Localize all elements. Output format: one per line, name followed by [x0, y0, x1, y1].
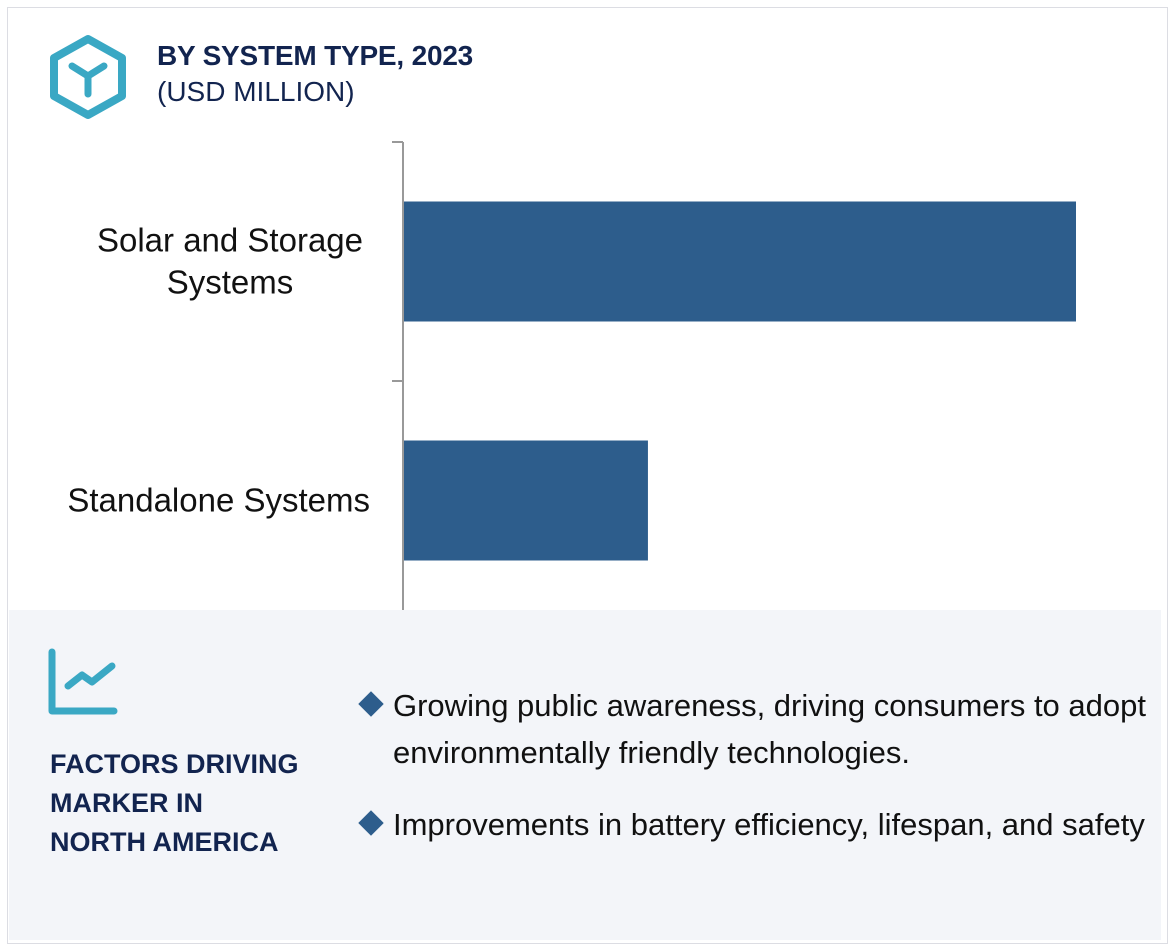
- factor-text: Growing public awareness, driving consum…: [393, 688, 1146, 770]
- factors-heading: FACTORS DRIVING MARKER IN NORTH AMERICA: [50, 745, 330, 862]
- bar-chart: Solar and Storage Systems Standalone Syste…: [67, 141, 1076, 621]
- bar: [404, 440, 648, 561]
- category-label-line: Standalone Systems: [67, 482, 370, 519]
- chart-title: BY SYSTEM TYPE, 2023: [157, 40, 474, 71]
- diamond-bullet-icon: [358, 810, 384, 836]
- chart-subtitle: (USD MILLION): [157, 76, 355, 107]
- category-label-line: Systems: [167, 264, 294, 301]
- factors-heading-line: FACTORS DRIVING: [50, 749, 299, 779]
- cube-icon: [50, 35, 126, 119]
- bar: [404, 201, 1076, 322]
- factors-panel: [9, 610, 1161, 940]
- trend-chart-icon: [48, 648, 118, 715]
- category-label: Standalone Systems: [67, 482, 370, 519]
- diamond-bullet-icon: [358, 691, 384, 717]
- factor-bullet: Improvements in battery efficiency, life…: [358, 801, 1150, 848]
- category-label: Solar and Storage Systems: [97, 222, 363, 301]
- factor-bullet: Growing public awareness, driving consum…: [358, 682, 1150, 776]
- factors-heading-line: MARKER IN: [50, 788, 203, 818]
- category-label-line: Solar and Storage: [97, 222, 363, 259]
- factors-heading-line: NORTH AMERICA: [50, 827, 279, 857]
- factor-text: Improvements in battery efficiency, life…: [393, 807, 1145, 842]
